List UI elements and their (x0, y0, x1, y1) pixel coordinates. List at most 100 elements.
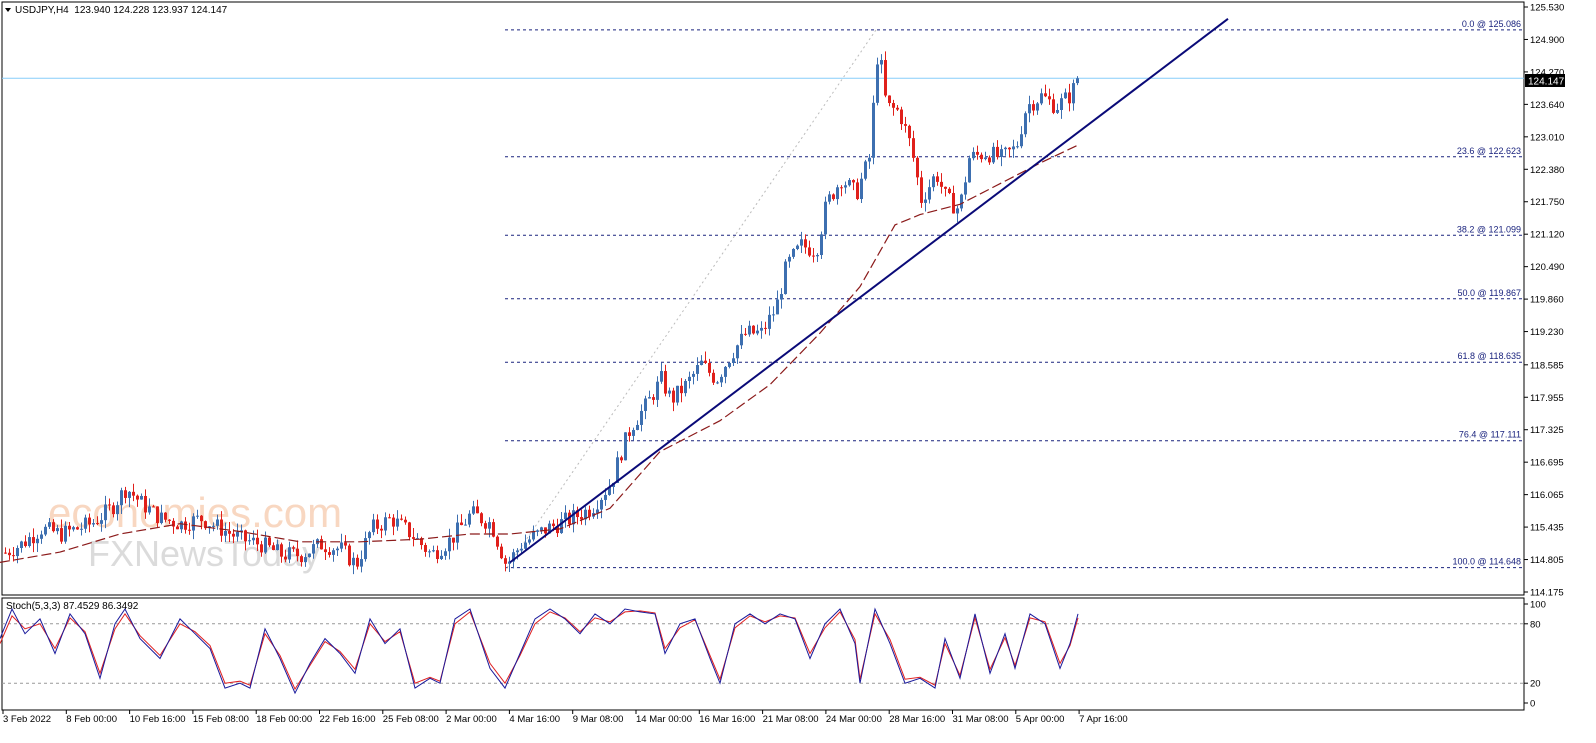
candle (1028, 95, 1031, 123)
candle-body (768, 314, 771, 329)
candle-body (276, 544, 279, 551)
candle (508, 556, 511, 573)
price-tick-label: 121.750 (1530, 197, 1564, 208)
candle-body (152, 506, 155, 508)
candle-body (696, 365, 699, 374)
candle (132, 483, 135, 502)
candle-body (588, 509, 591, 517)
candle-body (692, 373, 695, 377)
candle-body (712, 372, 715, 383)
candle (96, 516, 99, 526)
candle (644, 395, 647, 420)
candle (628, 427, 631, 442)
candle (788, 254, 791, 268)
stoch-pane-frame (1, 597, 1525, 711)
price-tick-label: 121.120 (1530, 230, 1564, 241)
candle-body (460, 522, 463, 526)
candle-body (48, 522, 51, 527)
price-tick-label: 124.270 (1530, 67, 1564, 78)
candle (892, 99, 895, 116)
current-price-box (1525, 74, 1565, 87)
stoch-tick-label: 100 (1530, 600, 1546, 611)
time-tick-label: 3 Feb 2022 (3, 714, 51, 725)
trendline[interactable] (509, 18, 1229, 564)
candle-body (820, 234, 823, 256)
price-tick-label: 125.530 (1530, 3, 1564, 14)
candle-body (756, 330, 759, 334)
candle (496, 535, 499, 550)
candle-body (864, 161, 867, 179)
candle-body (1072, 83, 1075, 104)
candle-body (480, 513, 483, 524)
candle-body (492, 522, 495, 537)
candle (816, 253, 819, 263)
stoch-tick-label: 80 (1530, 619, 1541, 630)
candle (704, 351, 707, 365)
candle-body (996, 146, 999, 158)
candle (720, 374, 723, 387)
candle (932, 173, 935, 192)
candle-body (792, 248, 795, 257)
stoch-axis: 100 80 20 0 (1524, 600, 1546, 710)
candle-body (292, 547, 295, 549)
candle (468, 510, 471, 528)
candle (784, 259, 787, 295)
candle-body (984, 157, 987, 160)
candle-body (184, 521, 187, 530)
candle-body (228, 530, 231, 534)
candle (656, 376, 659, 408)
candle (72, 525, 75, 532)
candle-body (816, 255, 819, 257)
candle-body (1012, 146, 1015, 150)
candle (696, 357, 699, 381)
candle (360, 550, 363, 573)
candle-body (284, 556, 287, 560)
candle-body (744, 333, 747, 335)
candle-body (628, 432, 631, 436)
candle (232, 529, 235, 544)
candle-body (740, 333, 743, 346)
candle (820, 231, 823, 260)
candle (660, 362, 663, 384)
candle (228, 522, 231, 542)
candle (48, 518, 51, 529)
candle (432, 545, 435, 553)
price-tick-label: 116.695 (1530, 458, 1564, 469)
candle-body (840, 187, 843, 189)
candle (936, 171, 939, 186)
candle (264, 531, 267, 554)
candle (440, 550, 443, 560)
candle (1040, 88, 1043, 106)
candle-body (376, 519, 379, 529)
candle-body (148, 506, 151, 513)
candle-body (308, 553, 311, 558)
candle-body (200, 515, 203, 522)
candle-body (716, 382, 719, 384)
watermark-brand-top: economies.com (48, 489, 342, 536)
symbol-menu-icon[interactable] (5, 8, 11, 12)
candle-body (524, 542, 527, 549)
candle (160, 504, 163, 525)
candle-body (700, 360, 703, 366)
candle (624, 432, 627, 461)
candle-body (1056, 109, 1059, 113)
candle (328, 547, 331, 558)
candle (56, 524, 59, 535)
candle-body (932, 176, 935, 188)
candle-body (76, 527, 79, 530)
candle (752, 325, 755, 335)
candle-body (668, 390, 671, 394)
candle (900, 106, 903, 131)
candle (196, 509, 199, 519)
candle (744, 327, 747, 336)
candle-body (708, 362, 711, 373)
candle (1000, 144, 1003, 167)
candle (220, 511, 223, 542)
candle (672, 387, 675, 412)
price-tick-label: 123.010 (1530, 132, 1564, 143)
candle-body (540, 527, 543, 531)
price-tick-label: 120.490 (1530, 262, 1564, 273)
candle-body (332, 550, 335, 555)
candle (620, 455, 623, 464)
candle (528, 535, 531, 545)
